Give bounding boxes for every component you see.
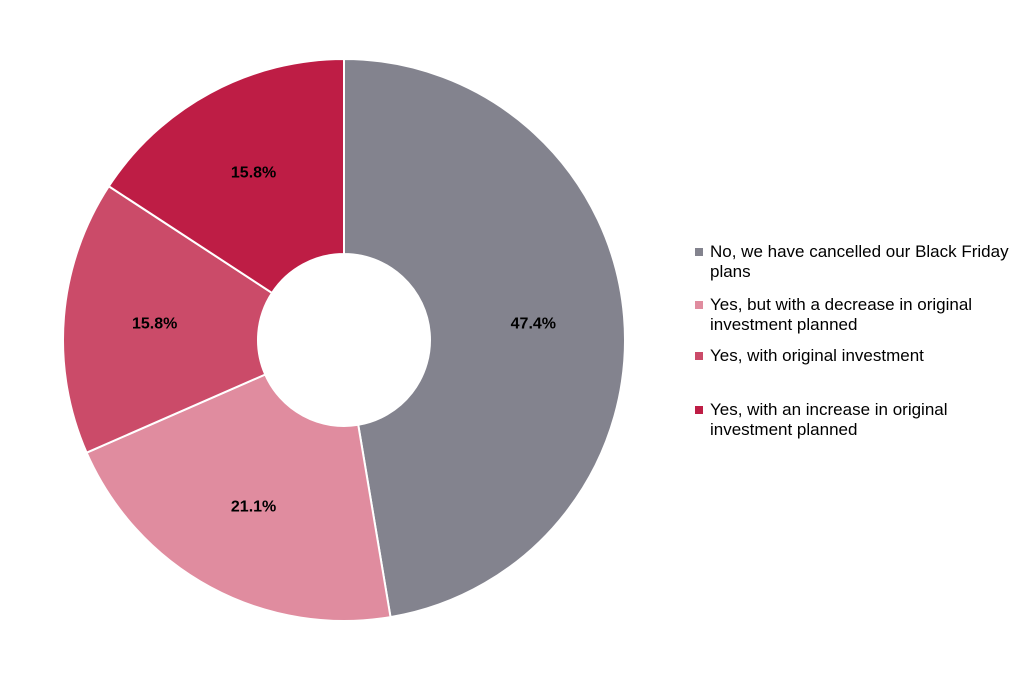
data-label: 15.8% <box>132 316 177 333</box>
legend-item: No, we have cancelled our Black Friday p… <box>695 242 1020 282</box>
data-label: 15.8% <box>231 164 276 181</box>
legend-label: Yes, with original investment <box>710 346 924 365</box>
legend-item: Yes, with original investment <box>695 346 1020 366</box>
legend-item: Yes, with an increase in original invest… <box>695 400 1020 440</box>
legend-label: Yes, but with a decrease in original inv… <box>710 295 973 334</box>
data-label: 21.1% <box>231 499 276 516</box>
legend-swatch <box>695 352 703 360</box>
legend-item: Yes, but with a decrease in original inv… <box>695 295 1020 335</box>
pie-slice <box>343 57 626 619</box>
legend-swatch <box>695 248 703 256</box>
legend-label: Yes, with an increase in original invest… <box>710 400 948 439</box>
pie-slice <box>62 184 274 455</box>
data-label: 47.4% <box>511 316 556 333</box>
donut-chart: 47.4% 21.1% 15.8% 15.8% <box>62 57 626 622</box>
legend-label: No, we have cancelled our Black Friday p… <box>710 242 1009 281</box>
pie-slice <box>107 57 345 295</box>
legend-swatch <box>695 301 703 309</box>
pie-slice <box>85 373 392 622</box>
legend-swatch <box>695 406 703 414</box>
